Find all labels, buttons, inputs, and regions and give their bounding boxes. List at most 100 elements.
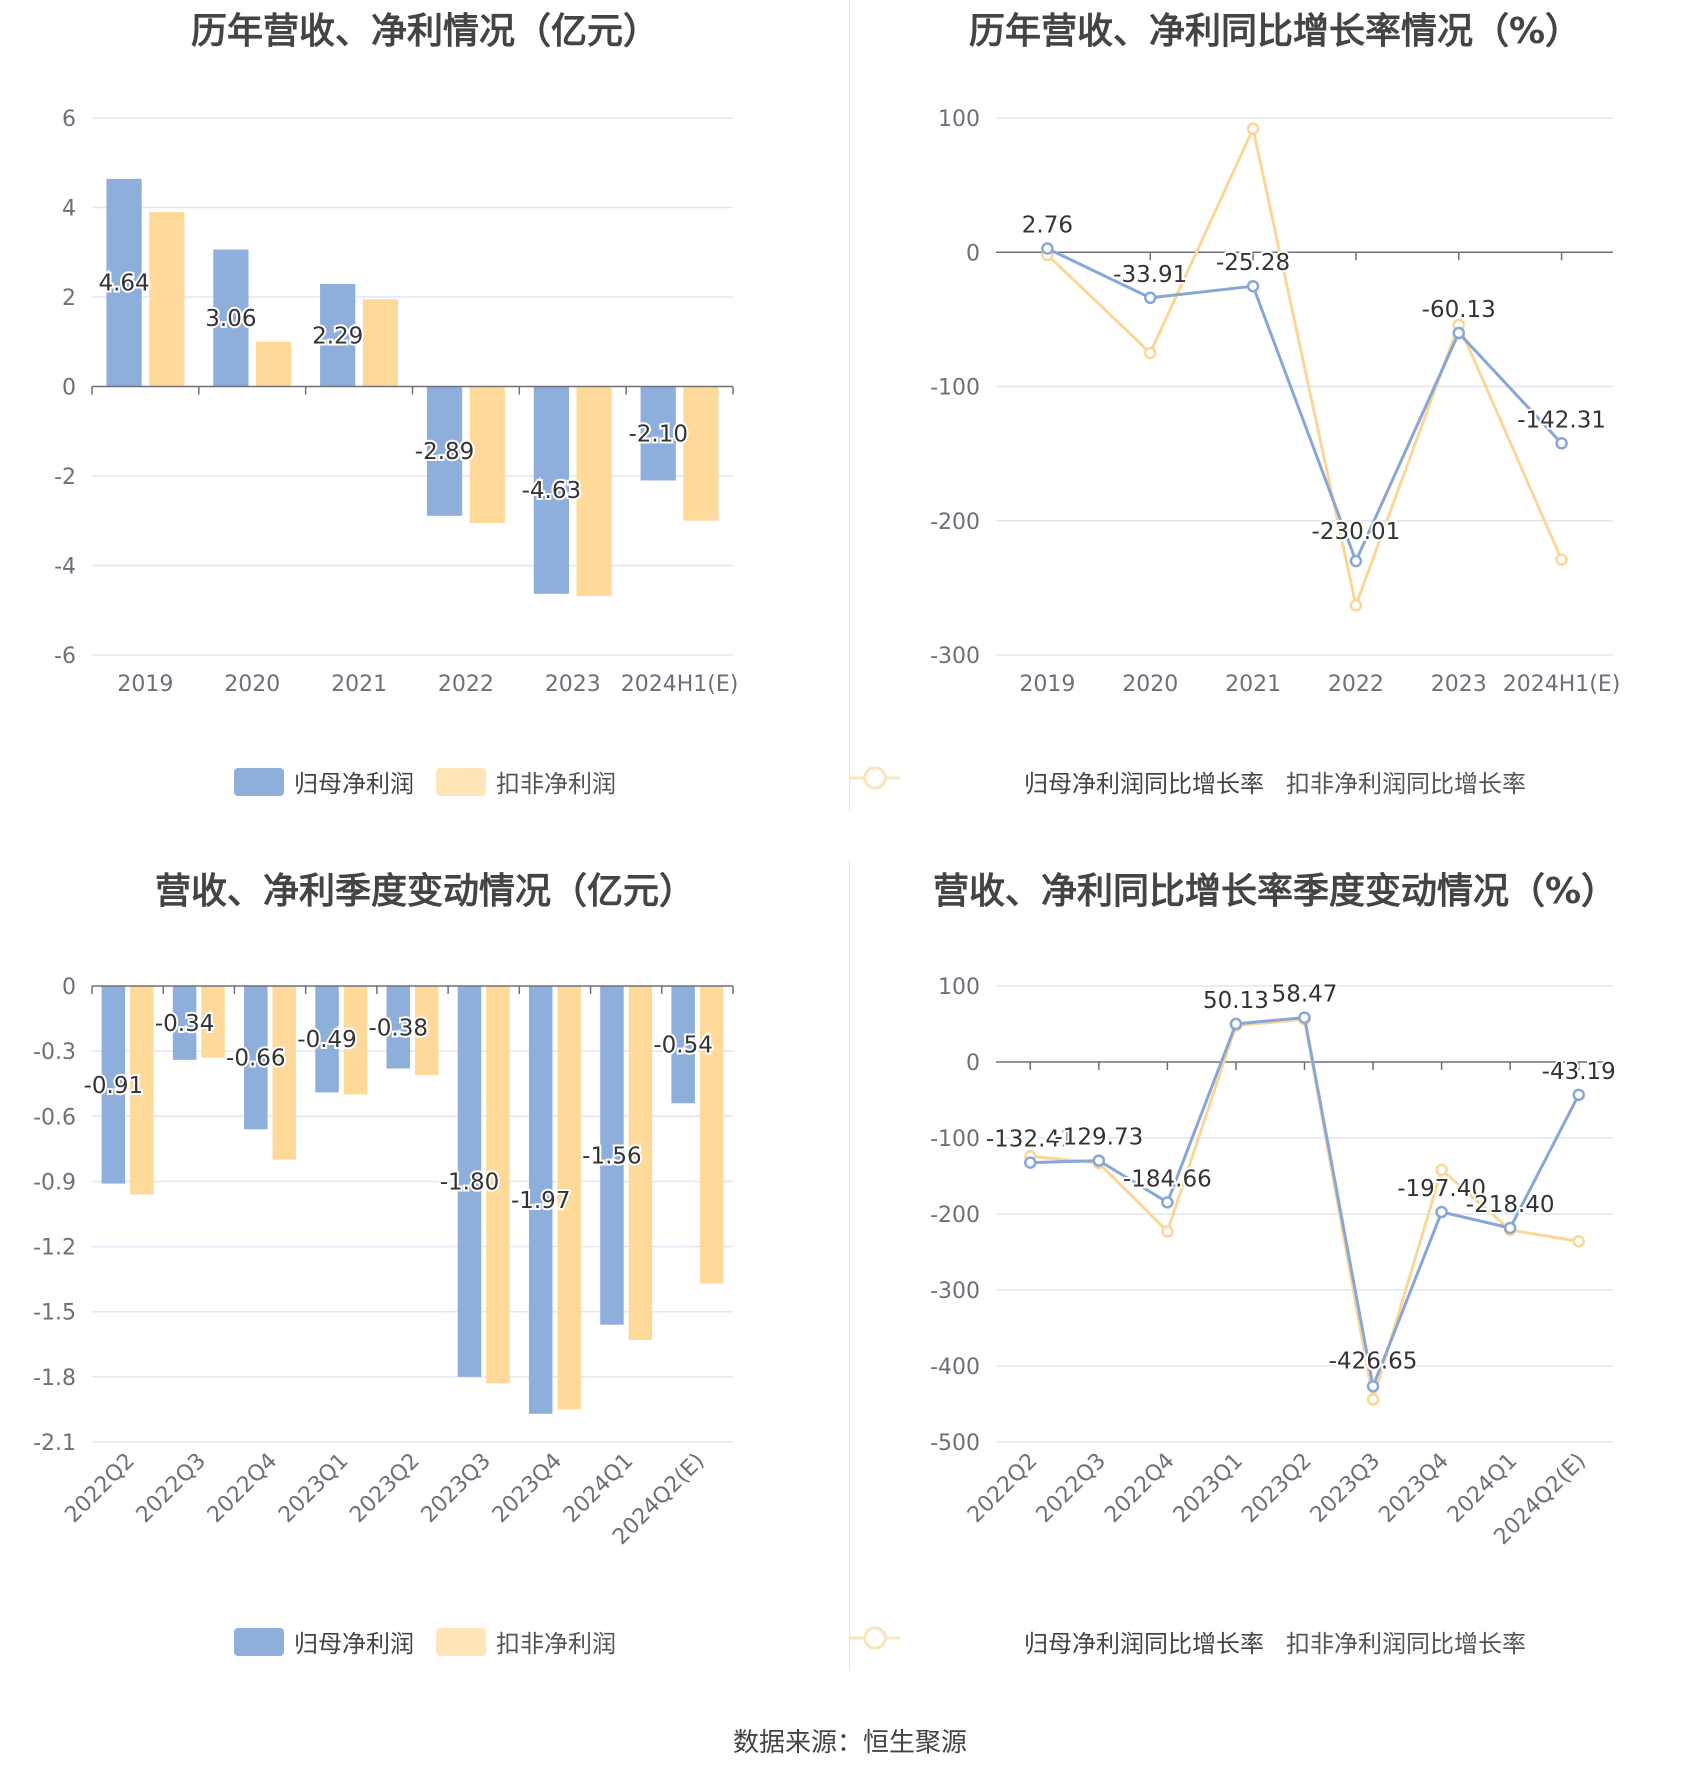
bar-net-profit — [386, 986, 411, 1069]
legend: 归母净利润 扣非净利润 — [0, 764, 850, 799]
legend-label: 扣非净利润同比增长率 — [1286, 770, 1526, 798]
point-deducted-profit-growth — [1349, 599, 1363, 612]
legend-label: 归母净利润 — [294, 770, 414, 798]
rect-legend-icon — [234, 767, 284, 796]
legend-label: 归母净利润同比增长率 — [1024, 1630, 1264, 1658]
bar-net-profit — [600, 986, 624, 1325]
bar-net-profit — [106, 178, 142, 387]
panel-divider — [849, 860, 850, 1670]
bar-deducted-profit — [576, 386, 612, 596]
data-label: -230.01 — [1312, 519, 1401, 545]
legend-item-series-2[interactable]: 扣非净利润同比增长率 — [850, 764, 1526, 799]
bar-deducted-profit — [201, 986, 225, 1058]
point-deducted-profit-growth — [1161, 1225, 1174, 1238]
bar-net-profit — [320, 284, 356, 387]
bar-deducted-profit — [130, 986, 154, 1195]
data-label: 2.29 — [312, 323, 363, 349]
data-label: -218.40 — [1466, 1192, 1555, 1218]
x-tick-label: 2020 — [1122, 672, 1178, 697]
data-label: -197.40 — [1397, 1176, 1486, 1202]
point-net-profit-growth — [1229, 1017, 1243, 1031]
data-label: -33.91 — [1113, 262, 1187, 288]
y-tick-label: -100 — [930, 376, 980, 401]
legend-item-series-1[interactable]: 归母净利润同比增长率 — [850, 1624, 1264, 1659]
y-tick-label: -400 — [930, 1355, 980, 1380]
point-net-profit-growth — [1246, 279, 1260, 293]
data-label: -1.56 — [582, 1143, 642, 1169]
panel-annual-growth: 历年营收、净利同比增长率情况（%） -300 -200 -100 0 100 2019 20… — [850, 0, 1700, 860]
data-label: 4.64 — [98, 271, 149, 297]
y-tick-label: 100 — [938, 107, 980, 132]
data-label: -0.66 — [226, 1046, 286, 1072]
bar-deducted-profit — [414, 986, 439, 1076]
point-net-profit-growth — [1366, 1380, 1380, 1393]
y-tick-label: 6 — [62, 107, 76, 132]
x-tick-label: 2020 — [224, 672, 280, 697]
legend-item-series-2[interactable]: 扣非净利润 — [436, 764, 616, 799]
data-label: -129.73 — [1054, 1125, 1143, 1151]
y-tick-label: 4 — [62, 197, 76, 222]
data-label: 50.13 — [1203, 988, 1269, 1014]
rect-legend-icon — [234, 1627, 284, 1656]
legend-label: 扣非净利润 — [496, 770, 616, 798]
point-net-profit-growth — [1041, 242, 1054, 255]
bar-net-profit — [213, 249, 249, 387]
line-circle-legend-icon — [850, 1626, 900, 1650]
data-label: -2.10 — [628, 421, 688, 447]
data-label: -1.80 — [440, 1169, 500, 1195]
y-tick-label: -200 — [930, 510, 980, 535]
x-tick-label: 2024H1(E) — [621, 672, 739, 697]
x-tick-label: 2022Q4 — [203, 1449, 282, 1528]
y-tick-label: -2.1 — [33, 1431, 76, 1456]
bar-net-profit — [426, 386, 463, 516]
point-net-profit-growth — [1298, 1011, 1311, 1024]
legend-item-series-2[interactable]: 扣非净利润同比增长率 — [850, 1624, 1526, 1659]
bar-deducted-profit — [683, 386, 719, 521]
data-label: -426.65 — [1329, 1348, 1418, 1374]
data-label: 2.76 — [1022, 213, 1073, 239]
panel-annual-profit: 历年营收、净利情况（亿元） -6 -4 -2 0 2 4 6 2019 2020 2021 2022… — [0, 0, 850, 860]
point-net-profit-growth — [1555, 437, 1568, 450]
legend-item-series-1[interactable]: 归母净利润 — [234, 764, 414, 799]
x-tick-label: 2022Q3 — [1032, 1449, 1111, 1528]
bar-net-profit — [671, 986, 695, 1104]
data-label: -132.41 — [986, 1127, 1075, 1153]
y-tick-label: -100 — [930, 1127, 980, 1152]
y-tick-label: -0.9 — [33, 1170, 76, 1195]
legend: 归母净利润同比增长率 扣非净利润同比增长率 — [850, 1624, 1700, 1659]
chart-annual-growth: -300 -200 -100 0 100 2019 2020 2021 2022 2023 2024… — [930, 107, 1620, 697]
data-label: -25.28 — [1216, 250, 1290, 276]
bar-net-profit — [172, 986, 197, 1060]
x-tick-label: 2022 — [1328, 672, 1384, 697]
panel-quarterly-profit: 营收、净利季度变动情况（亿元） -2.1 -1.8 -1.5 -1.2 -0.9 -0.6… — [0, 860, 850, 1720]
bar-net-profit — [457, 986, 482, 1377]
legend-item-series-2[interactable]: 扣非净利润 — [436, 1624, 616, 1659]
bar-deducted-profit — [699, 986, 724, 1284]
data-label: -43.19 — [1542, 1059, 1616, 1085]
y-tick-label: -6 — [54, 644, 76, 669]
bar-deducted-profit — [557, 986, 581, 1410]
point-deducted-profit-growth — [1246, 122, 1260, 135]
bar-net-profit — [315, 986, 339, 1093]
legend-item-series-1[interactable]: 归母净利润 — [234, 1624, 414, 1659]
y-tick-label: -500 — [930, 1431, 980, 1456]
x-tick-label: 2023 — [1431, 672, 1487, 697]
x-tick-label: 2023Q4 — [488, 1449, 567, 1528]
legend-item-series-1[interactable]: 归母净利润同比增长率 — [850, 764, 1264, 799]
data-label: -142.31 — [1517, 407, 1606, 433]
point-net-profit-growth — [1452, 326, 1465, 340]
series-line-net-profit-growth — [1046, 247, 1563, 565]
y-tick-label: -1.8 — [33, 1366, 76, 1391]
x-tick-label: 2022Q2 — [60, 1449, 139, 1528]
point-deducted-profit-growth — [1572, 1235, 1585, 1248]
x-tick-label: 2019 — [117, 672, 173, 697]
point-deducted-profit-growth — [1555, 553, 1568, 566]
x-tick-label: 2021 — [331, 672, 387, 697]
y-tick-label: -0.6 — [33, 1105, 76, 1130]
chart-annual-profit: -6 -4 -2 0 2 4 6 2019 2020 2021 2022 2023 2024H1(E) 4… — [54, 107, 739, 697]
bar-deducted-profit — [255, 341, 292, 387]
chart-title: 营收、净利季度变动情况（亿元） — [154, 871, 695, 912]
x-tick-label: 2022Q3 — [132, 1449, 211, 1528]
x-tick-label: 2023Q1 — [274, 1449, 353, 1528]
legend: 归母净利润 扣非净利润 — [0, 1624, 850, 1659]
